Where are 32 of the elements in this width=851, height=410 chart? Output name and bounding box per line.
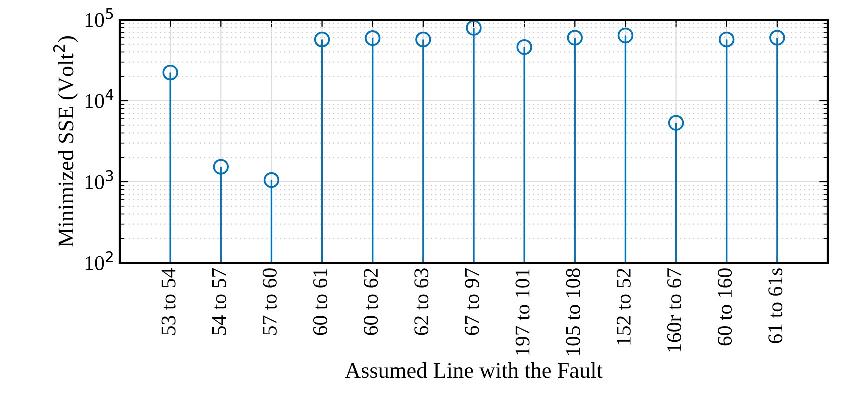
y-tick-label: 10$^{5}$: [86, 8, 114, 28]
point: [365, 30, 381, 46]
y-tick-label: 10$^{2}$: [86, 251, 113, 270]
x-tick-label: 54 to 57: [212, 268, 226, 335]
x-tick-label: 197 to 101: [516, 269, 530, 356]
y-axis-title: Minimized SSE (Volt$^{2}$): [53, 36, 78, 247]
x-tick-label: 152 to 52: [616, 269, 631, 345]
x-tick-label: 60 to 160: [718, 268, 732, 346]
x-tick-label: 61 to 61s: [768, 268, 783, 344]
point: [770, 30, 786, 46]
point: [213, 159, 229, 175]
point: [516, 39, 532, 56]
point: [416, 32, 432, 48]
x-tick-label: 57 to 60: [262, 268, 277, 335]
y-tick-label: 10$^{3}$: [86, 170, 114, 190]
point: [162, 64, 178, 81]
y-tick-label: 10$^{4}$: [86, 90, 114, 108]
x-axis-title: Assumed Line with the Fault: [345, 362, 603, 378]
x-tick-label: 160r to 67: [667, 268, 682, 352]
x-tick-label: 62 to 63: [414, 268, 429, 336]
x-tick-label: 60 to 62: [364, 269, 378, 336]
x-tick-label: 60 to 61: [313, 269, 328, 336]
point: [719, 32, 735, 48]
point: [618, 28, 634, 44]
x-tick-label: 53 to 54: [162, 268, 176, 335]
x-tick-label: 105 to 108: [566, 268, 580, 356]
point: [466, 20, 482, 36]
point: [314, 32, 330, 48]
point: [264, 172, 280, 188]
point: [567, 30, 583, 46]
x-tick-label: 67 to 97: [465, 268, 480, 336]
point: [668, 115, 684, 131]
